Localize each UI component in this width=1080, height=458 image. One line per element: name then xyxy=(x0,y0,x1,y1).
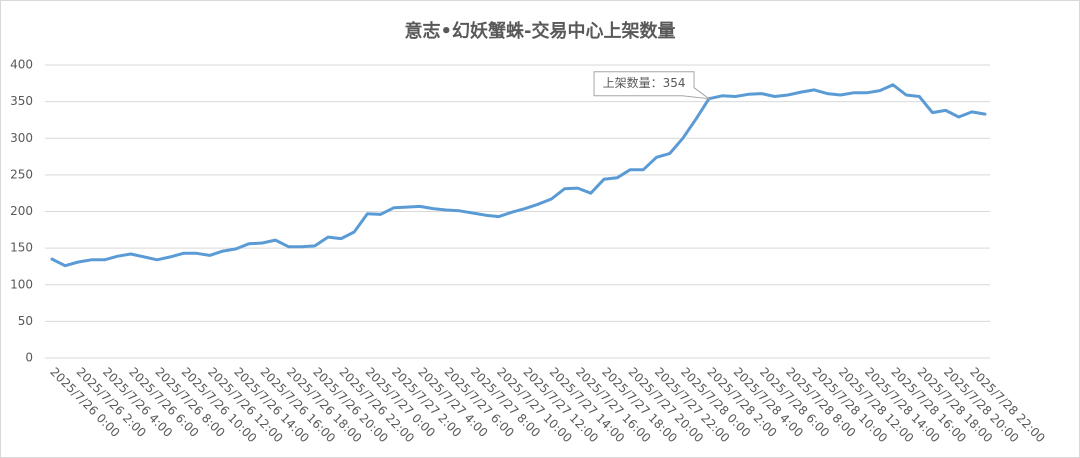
chart-title: 意志•幻妖蟹蛛-交易中心上架数量 xyxy=(405,20,676,42)
y-tick-label: 400 xyxy=(10,58,33,72)
y-tick-label: 250 xyxy=(10,167,33,181)
data-line xyxy=(50,83,987,268)
y-tick-label: 100 xyxy=(10,277,33,291)
y-tick-label: 350 xyxy=(10,94,33,108)
y-tick-label: 50 xyxy=(18,314,33,328)
annotation-callout xyxy=(593,71,711,100)
y-tick-label: 150 xyxy=(10,241,33,255)
y-tick-label: 0 xyxy=(25,351,33,365)
y-tick-label: 300 xyxy=(10,131,33,145)
y-tick-label: 200 xyxy=(10,204,33,218)
annotation-text: 上架数量：354 xyxy=(603,75,686,90)
